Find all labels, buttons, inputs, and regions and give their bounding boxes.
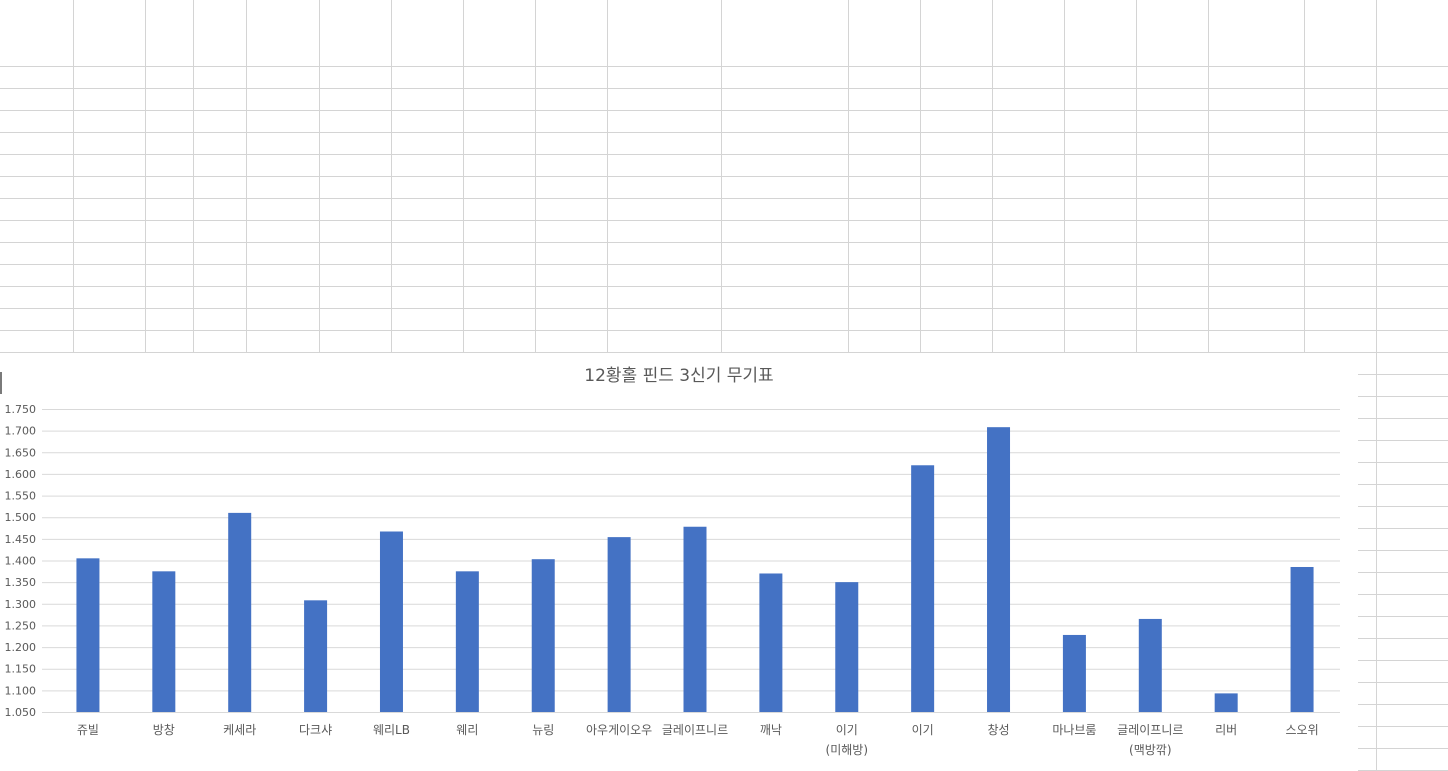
y-tick-label: 1.750 (5, 403, 37, 416)
row-gridline (0, 88, 1448, 89)
chart-bar[interactable] (1062, 634, 1086, 712)
x-category-label: 웨리 (456, 723, 478, 737)
row-gridline (0, 330, 1448, 331)
x-category-label: (맥방깎) (1129, 743, 1171, 757)
y-tick-label: 1.400 (5, 555, 37, 568)
y-tick-label: 1.350 (5, 576, 37, 589)
x-category-label: 창성 (987, 723, 1009, 737)
y-tick-label: 1.500 (5, 511, 37, 524)
row-gridline (1358, 506, 1448, 507)
y-tick-label: 1.450 (5, 533, 37, 546)
chart-bar[interactable] (1290, 566, 1314, 712)
x-category-label: (미해방) (826, 743, 868, 757)
row-gridline (1358, 484, 1448, 485)
chart-bar[interactable] (531, 559, 555, 712)
x-category-label: 깨낙 (760, 723, 782, 737)
y-tick-label: 1.100 (5, 684, 37, 697)
row-gridline (1358, 418, 1448, 419)
column-gridline (1376, 0, 1377, 771)
row-gridline (0, 308, 1448, 309)
chart-title[interactable]: 12황홀 핀드 3신기 무기표 (584, 366, 774, 386)
row-gridline (1358, 704, 1448, 705)
chart-bar[interactable] (1214, 693, 1238, 712)
row-gridline (0, 242, 1448, 243)
chart-bar[interactable] (683, 526, 707, 712)
x-category-label: 스오위 (1285, 723, 1318, 737)
x-category-label: 글레이프니르 (1117, 723, 1183, 737)
chart-bar[interactable] (379, 531, 403, 712)
x-category-label: 글레이프니르 (662, 723, 728, 737)
row-gridline (1358, 396, 1448, 397)
chart-bar[interactable] (152, 571, 176, 712)
row-gridline (0, 286, 1448, 287)
x-category-label: 이기 (836, 723, 858, 737)
row-gridline (0, 66, 1448, 67)
chart-bar[interactable] (304, 600, 328, 712)
y-tick-label: 1.700 (5, 425, 37, 438)
chart-bar[interactable] (987, 427, 1011, 712)
y-tick-label: 1.050 (5, 706, 37, 719)
row-gridline (0, 220, 1448, 221)
y-tick-label: 1.550 (5, 490, 37, 503)
row-gridline (1358, 440, 1448, 441)
y-tick-label: 1.650 (5, 446, 37, 459)
chart-bar[interactable] (455, 571, 479, 712)
chart-bar[interactable] (607, 537, 631, 712)
row-gridline (1358, 374, 1448, 375)
row-gridline (1358, 726, 1448, 727)
x-category-label: 웨리LB (373, 723, 410, 737)
chart-bar[interactable] (228, 512, 252, 712)
x-category-label: 아우게이오우 (586, 723, 652, 737)
row-gridline (1358, 748, 1448, 749)
row-gridline (0, 110, 1448, 111)
row-gridline (1358, 572, 1448, 573)
y-tick-label: 1.300 (5, 598, 37, 611)
row-gridline (0, 198, 1448, 199)
row-gridline (1358, 638, 1448, 639)
row-gridline (0, 352, 1448, 353)
x-category-label: 다크샤 (299, 723, 332, 737)
row-gridline (1358, 660, 1448, 661)
row-gridline (1358, 462, 1448, 463)
chart-svg: 1.750 1.700 1.650 1.600 1.550 1.500 1.450 1.400… (5, 403, 1340, 757)
x-category-label: 뉴링 (532, 723, 554, 737)
x-category-label: 리버 (1215, 723, 1237, 737)
row-gridline (1358, 528, 1448, 529)
row-gridline (0, 154, 1448, 155)
row-gridline (0, 176, 1448, 177)
chart-bar[interactable] (759, 573, 783, 712)
row-gridline (1358, 594, 1448, 595)
x-category-label: 마나브룸 (1052, 723, 1096, 737)
x-category-label: 케세라 (223, 723, 256, 737)
y-tick-label: 1.200 (5, 641, 37, 654)
chart-bar[interactable] (76, 558, 100, 712)
x-category-label: 방창 (153, 723, 175, 737)
x-category-label: 쥬빌 (77, 723, 99, 737)
y-tick-label: 1.250 (5, 619, 37, 632)
row-gridline (0, 264, 1448, 265)
row-gridline (1358, 616, 1448, 617)
sheet-edge-marker (0, 372, 2, 394)
bar-chart[interactable]: 1.750 1.700 1.650 1.600 1.550 1.500 1.450 1.400… (0, 353, 1358, 771)
y-tick-label: 1.150 (5, 663, 37, 676)
row-gridline (1358, 550, 1448, 551)
row-gridline (0, 132, 1448, 133)
chart-bar[interactable] (835, 582, 859, 712)
y-tick-label: 1.600 (5, 468, 37, 481)
x-category-label: 이기 (912, 723, 934, 737)
row-gridline (1358, 682, 1448, 683)
chart-bar[interactable] (1138, 618, 1162, 712)
chart-bar[interactable] (911, 465, 935, 712)
